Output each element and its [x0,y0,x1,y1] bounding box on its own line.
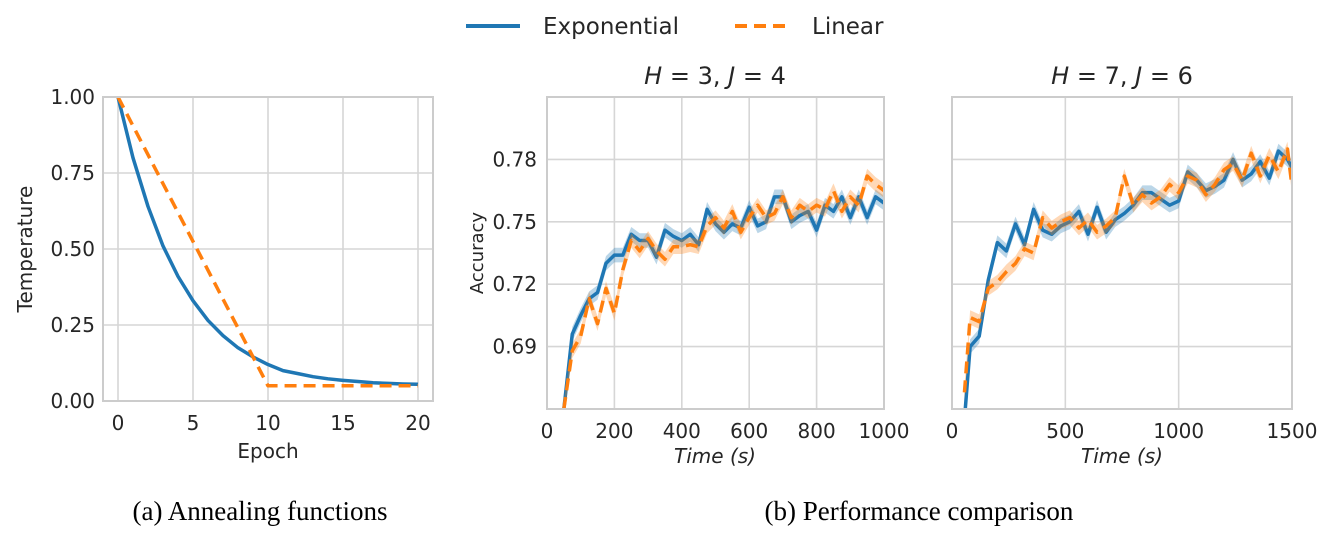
h7-linear-line [962,147,1292,393]
h3-frame [546,96,885,410]
annealing-xlabel: Epoch [237,439,298,463]
h7-title: H = 7, J = 6 [1051,62,1193,90]
h3-xlabel-word: Time [674,444,724,468]
h7-xtick-label: 500 [1046,419,1084,443]
annealing-linear-line [116,97,418,388]
h3-ylabel: Accuracy [467,212,488,295]
h7-xlabel-word: Time [1081,444,1131,468]
h7-title-j-value: 6 [1178,62,1193,90]
annealing-ticks: 0 5 10 15 20 0.00 0.25 0.50 0.75 1.00 [50,85,430,435]
h7-title-h-value: 7 [1105,62,1120,90]
legend-linear-label: Linear [812,14,884,40]
h3-linear-band [563,168,884,409]
h7-linear-band [964,141,1292,400]
h3-ticks: 0 200 400 600 800 1000 0.69 0.72 0.75 0.78 [492,147,909,443]
h7-xtick-label: 1000 [1153,419,1204,443]
annealing-frame [102,96,434,402]
h3-xtick-label: 600 [730,419,768,443]
h7-xtick-label: 0 [946,419,959,443]
h3-title-h-value: 3 [698,62,713,90]
h3-xtick-label: 1000 [859,419,910,443]
h3-xtick-label: 200 [595,419,633,443]
annealing-xtick-label: 5 [187,411,200,435]
annealing-ylabel: Temperature [13,186,37,314]
annealing-xtick-label: 0 [112,411,125,435]
h7-series [962,141,1292,409]
h3-exponential-line [562,195,884,409]
annealing-chart: 0 5 10 15 20 0.00 0.25 0.50 0.75 1.00 Epoch Tempe… [13,85,434,463]
caption-b: (b) Performance comparison [765,496,1074,526]
annealing-ytick-label: 0.25 [50,313,95,337]
annealing-xtick-label: 10 [255,411,280,435]
h7-frame [951,96,1293,410]
h3-xlabel-unit: (s) [730,444,756,468]
h3-title-h: H [644,62,662,90]
h3-series [562,168,884,409]
annealing-ytick-label: 0.00 [50,389,95,413]
annealing-ytick-label: 0.50 [50,237,95,261]
h7-title-h: H [1051,62,1069,90]
h3-title-j: J [724,62,735,90]
annealing-grid [103,96,433,402]
h3-ytick-label: 0.75 [492,210,537,234]
legend: Exponential Linear [466,14,884,40]
h7-title-j: J [1131,62,1142,90]
h3-ytick-label: 0.78 [492,147,537,171]
h7-xlabel: Time (s) [1081,444,1163,468]
legend-exponential-label: Exponential [543,14,679,40]
h3-title-j-value: 4 [771,62,786,90]
h3-xtick-label: 400 [663,419,701,443]
h3-title: H = 3, J = 4 [644,62,786,90]
annealing-ytick-label: 0.75 [50,161,95,185]
h3-grid [546,97,885,409]
annealing-series [116,97,419,388]
annealing-xtick-label: 15 [330,411,355,435]
annealing-xtick-label: 20 [405,411,430,435]
h7-xlabel-unit: (s) [1137,444,1163,468]
h3-xtick-label: 800 [798,419,836,443]
h3-exponential-band [563,189,884,409]
caption-a: (a) Annealing functions [133,496,388,526]
h3-linear-line [562,174,884,409]
h3-ytick-label: 0.72 [492,272,537,296]
h3-xlabel: Time (s) [674,444,756,468]
h7-ticks: 0 500 1000 1500 [946,419,1318,443]
performance-chart-h7: 0 500 1000 1500 H = 7, J = 6 Time (s) [946,62,1318,468]
performance-chart-h3: 0 200 400 600 800 1000 0.69 0.72 0.75 0.78 H = 3,… [467,62,909,468]
h3-ytick-label: 0.69 [492,335,537,359]
annealing-exponential-line [116,97,419,387]
h3-xtick-label: 0 [541,419,554,443]
annealing-ytick-label: 1.00 [50,85,95,109]
h7-xtick-label: 1500 [1267,419,1318,443]
